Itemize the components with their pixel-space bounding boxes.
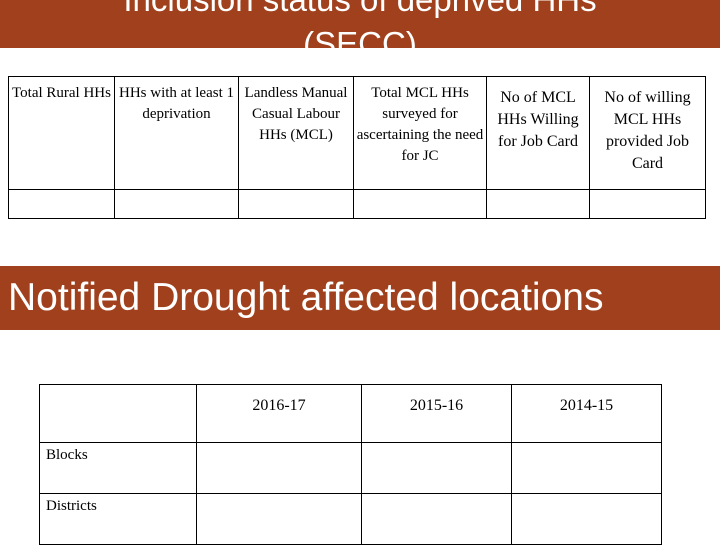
table-row: Blocks	[39, 442, 662, 494]
drought-cell	[361, 442, 512, 494]
drought-cell	[511, 493, 662, 545]
secc-inclusion-table: Total Rural HHs HHs with at least 1 depr…	[8, 76, 706, 219]
slide-title-banner: Inclusion status of deprived HHs (SECC)	[0, 0, 720, 48]
drought-cell	[511, 442, 662, 494]
secc-header-row: Total Rural HHs HHs with at least 1 depr…	[8, 76, 706, 190]
secc-cell	[114, 189, 239, 219]
drought-header-row: 2016-17 2015-16 2014-15	[39, 384, 662, 443]
header-landless-mcl-hhs: Landless Manual Casual Labour HHs (MCL)	[238, 76, 354, 190]
drought-header-2016-17: 2016-17	[196, 384, 362, 443]
drought-header-blank	[39, 384, 197, 443]
row-label-districts: Districts	[39, 493, 197, 545]
slide-title-line-2: (SECC)	[303, 25, 417, 48]
header-mcl-willing-job-card: No of MCL HHs Willing for Job Card	[486, 76, 590, 190]
drought-cell	[361, 493, 512, 545]
table-row: Districts	[39, 493, 662, 545]
slide-title-line-1: Inclusion status of deprived HHs	[0, 0, 720, 19]
row-label-blocks: Blocks	[39, 442, 197, 494]
secc-cell	[238, 189, 354, 219]
header-hhs-with-deprivation: HHs with at least 1 deprivation	[114, 76, 239, 190]
header-total-mcl-surveyed: Total MCL HHs surveyed for ascertaining …	[353, 76, 487, 190]
secc-cell	[8, 189, 115, 219]
secc-cell	[486, 189, 590, 219]
drought-cell	[196, 493, 362, 545]
secc-cell	[353, 189, 487, 219]
drought-locations-table: 2016-17 2015-16 2014-15 Blocks Districts	[39, 384, 662, 545]
section-title-banner: Notified Drought affected locations	[0, 266, 720, 330]
secc-data-row	[8, 189, 706, 219]
header-total-rural-hhs: Total Rural HHs	[8, 76, 115, 190]
header-willing-mcl-provided-job-card: No of willing MCL HHs provided Job Card	[589, 76, 706, 190]
drought-cell	[196, 442, 362, 494]
drought-header-2015-16: 2015-16	[361, 384, 512, 443]
secc-cell	[589, 189, 706, 219]
drought-header-2014-15: 2014-15	[511, 384, 662, 443]
section-title: Notified Drought affected locations	[8, 276, 604, 319]
